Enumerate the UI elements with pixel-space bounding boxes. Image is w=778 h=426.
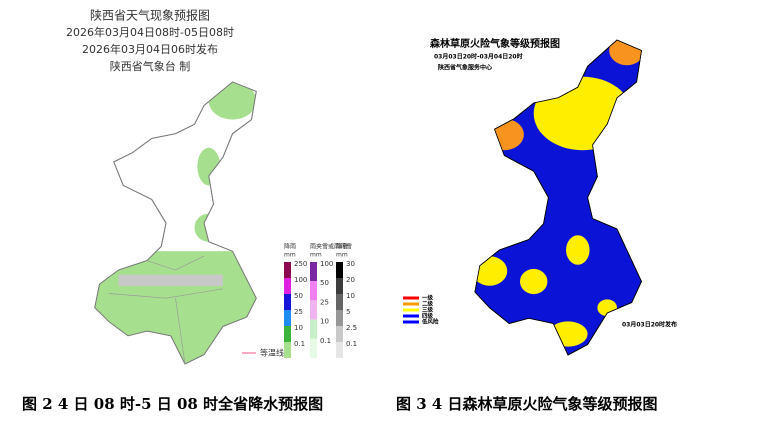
map-agency: 陕西省气象服务中心	[438, 64, 492, 72]
legend-label: 二级	[422, 300, 434, 308]
legend-swatch	[336, 326, 343, 342]
legend-swatch	[284, 278, 291, 294]
caption: 图 3 4 日森林草原火险气象等级预报图	[396, 395, 658, 413]
legend-tick: 10	[346, 292, 355, 300]
legend-swatch	[403, 296, 419, 300]
legend-tick: 0.1	[346, 340, 357, 348]
fire-map	[474, 39, 643, 356]
legend-swatch	[310, 300, 317, 320]
legend-swatch	[336, 278, 343, 294]
legend-label: 四级	[422, 312, 434, 320]
legend-swatch	[284, 342, 291, 358]
legend-tick: 250	[294, 260, 307, 268]
legend-tick: 100	[294, 276, 307, 284]
legend-swatch	[403, 302, 419, 306]
legend-tick: 10	[320, 318, 329, 326]
legend-swatch	[403, 320, 419, 324]
legend-tick: 0.1	[294, 340, 305, 348]
legend-tick: 20	[346, 276, 355, 284]
legend-tick: 50	[294, 292, 303, 300]
legend-swatch	[284, 310, 291, 326]
legend-swatch	[284, 326, 291, 342]
legend-swatch	[336, 310, 343, 326]
legend-tick: 25	[320, 298, 329, 306]
legend-swatch	[336, 342, 343, 358]
legend-tick: 25	[294, 308, 303, 316]
legend-swatch	[336, 294, 343, 310]
legend-swatch	[284, 262, 291, 278]
legend-tick: 5	[346, 308, 350, 316]
legend-tick: 100	[320, 260, 333, 268]
legend-title: 雨夹雪或雨转雪	[310, 243, 352, 251]
legend-title: 降雪	[336, 243, 348, 251]
legend-swatch	[310, 281, 317, 301]
map-issued: 2026年03月04日06时发布	[82, 42, 218, 56]
legend-unit: mm	[284, 252, 296, 259]
legend-swatch	[284, 294, 291, 310]
legend-label: 低风险	[421, 318, 439, 326]
map-period: 2026年03月04日08时-05日08时	[66, 25, 234, 39]
legend-tick: 2.5	[346, 324, 357, 332]
legend-swatch	[403, 314, 419, 318]
legend-unit: mm	[310, 252, 322, 259]
map-issued: 03月03日20时发布	[622, 321, 677, 329]
map-period: 03月03日20时-03月04日20时	[434, 53, 523, 61]
legend-swatch	[310, 319, 317, 339]
legend-title: 降雨	[284, 243, 296, 251]
legend-swatch	[336, 262, 343, 278]
legend-label: 三级	[422, 306, 434, 314]
legend-swatch	[310, 262, 317, 282]
map-title: 陕西省天气现象预报图	[90, 8, 210, 23]
precip-map	[94, 81, 257, 365]
legend-tick: 0.1	[320, 337, 331, 345]
legend-tick: 10	[294, 324, 303, 332]
legend-tick: 50	[320, 279, 329, 287]
legend-label: 一级	[422, 294, 434, 302]
precip-legend: 降雨mm2501005025100.1雨夹雪或雨转雪mm1005025100.1…	[284, 243, 357, 358]
map-title: 森林草原火险气象等级预报图	[429, 37, 560, 50]
map-agency: 陕西省气象台 制	[110, 59, 191, 73]
legend-swatch	[310, 338, 317, 358]
legend-tick: 30	[346, 260, 355, 268]
caption: 图 2 4 日 08 时-5 日 08 时全省降水预报图	[22, 395, 323, 413]
legend-unit: mm	[336, 252, 348, 259]
isoline-label: 等温线	[260, 348, 284, 358]
legend-swatch	[403, 308, 419, 312]
